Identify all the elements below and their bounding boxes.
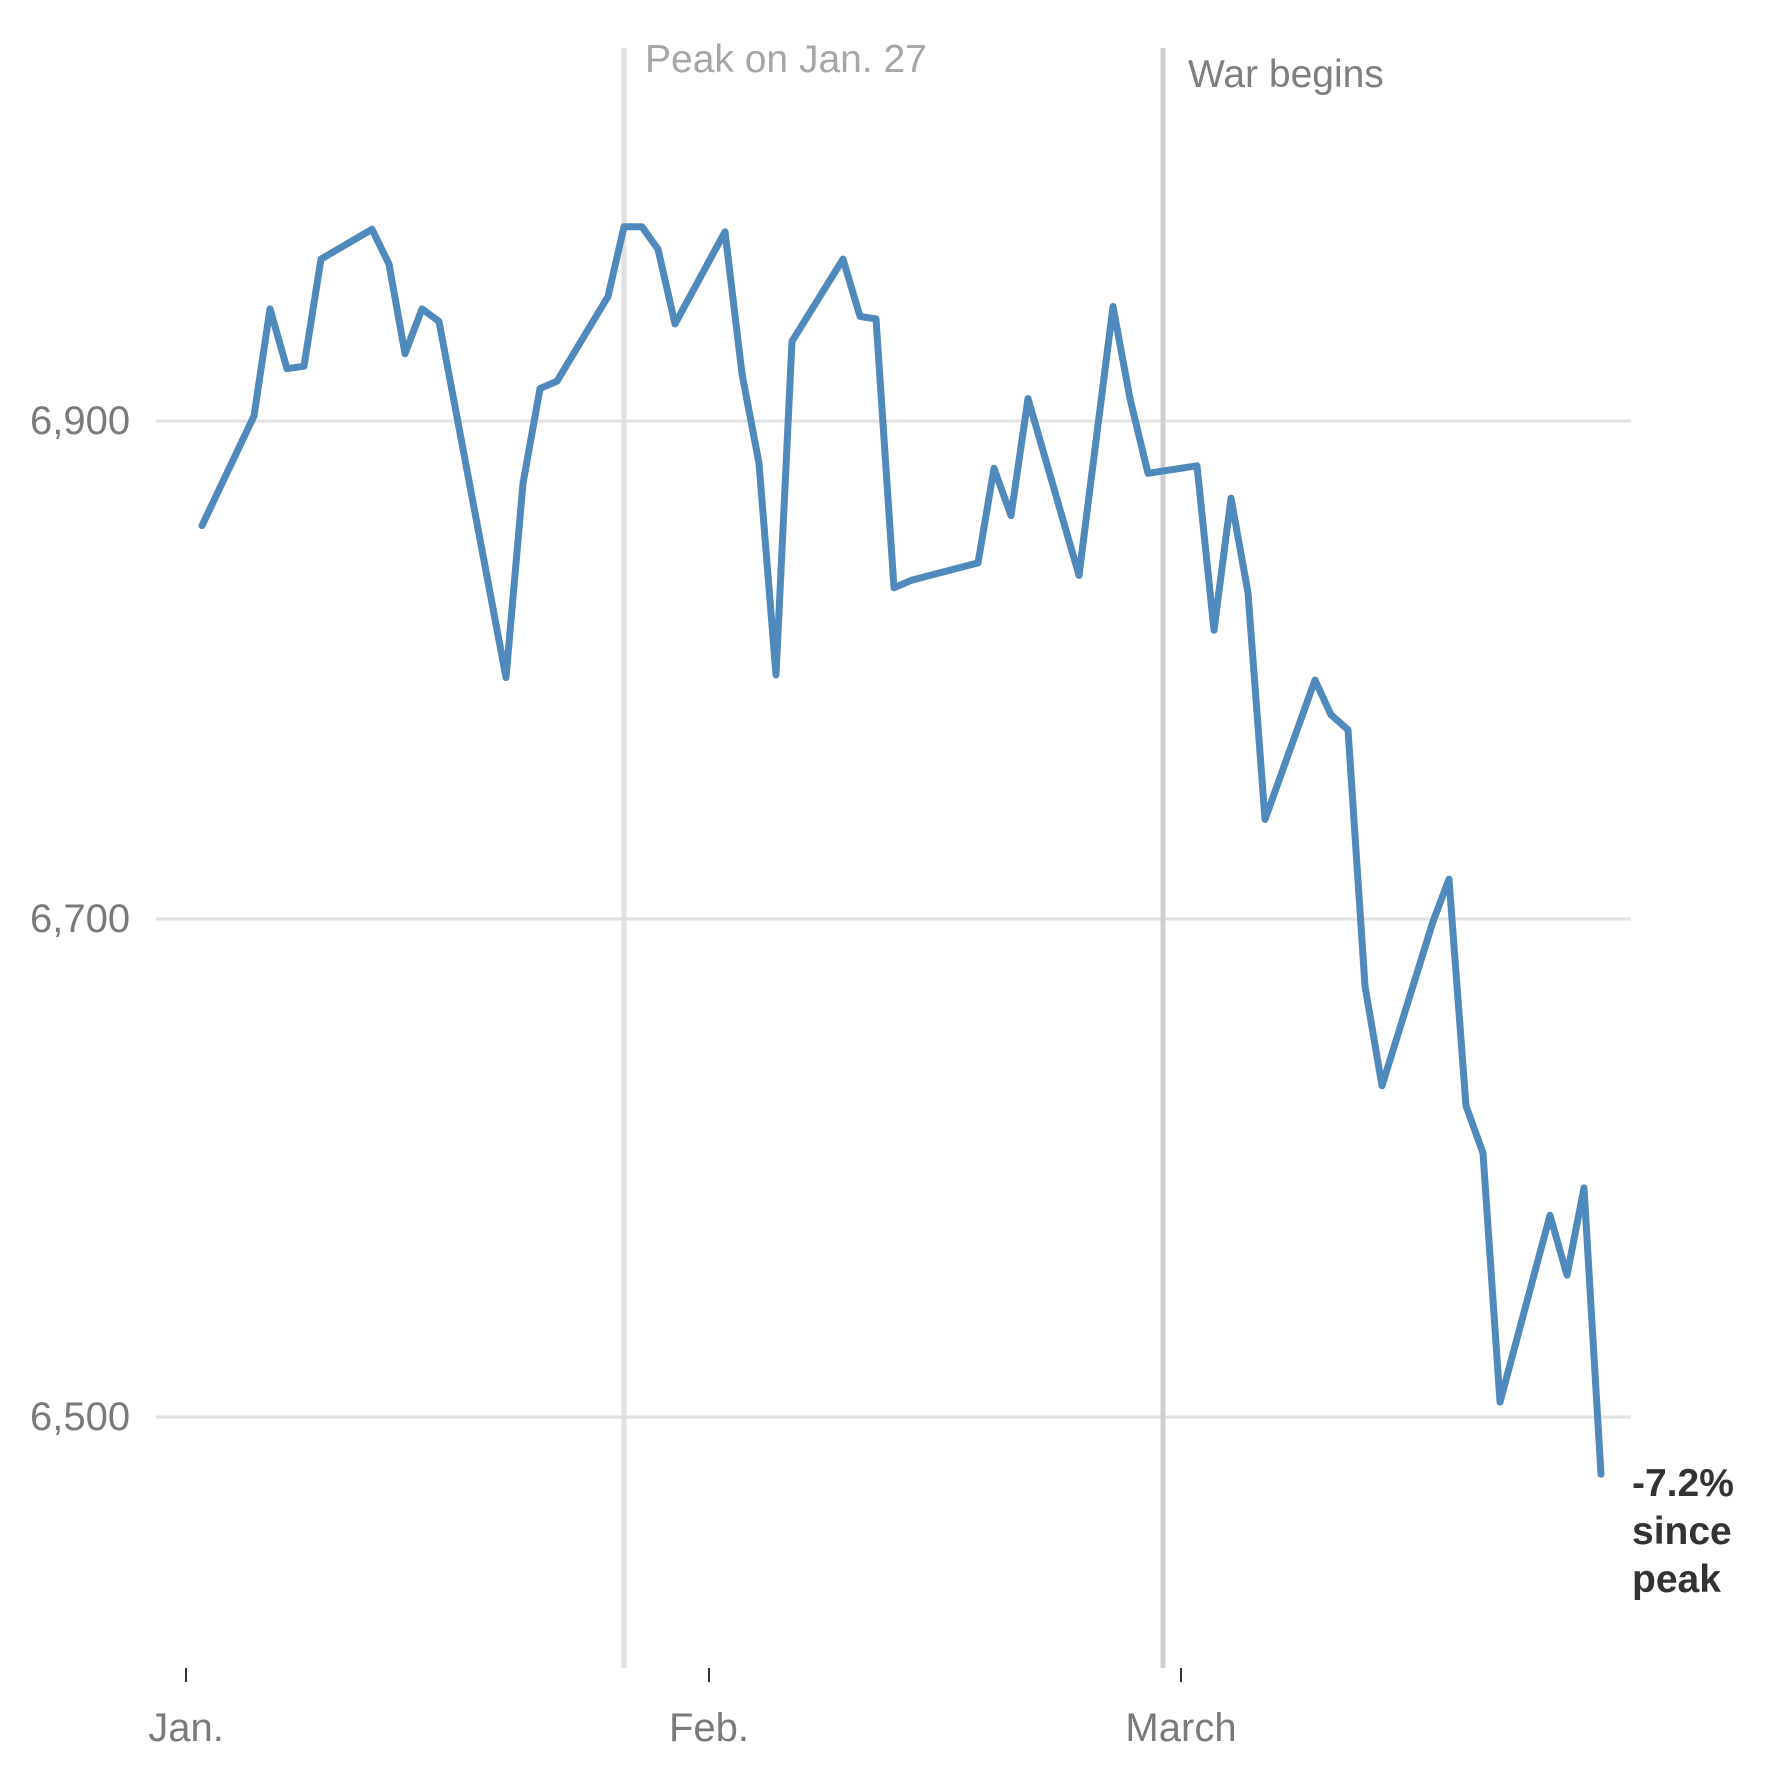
peak-annotation: Peak on Jan. 27: [645, 38, 927, 81]
end-label-peak: peak: [1632, 1558, 1721, 1601]
war-annotation: War begins: [1188, 53, 1384, 96]
x-label-jan: Jan.: [148, 1706, 224, 1750]
y-label-6700: 6,700: [30, 897, 131, 941]
end-label-pct: -7.2%: [1632, 1462, 1734, 1505]
y-label-6500: 6,500: [30, 1395, 131, 1439]
index-series-line: [198, 223, 1605, 1478]
x-label-march: March: [1125, 1706, 1237, 1750]
end-label-since: since: [1632, 1510, 1732, 1553]
end-value-label: -7.2% since peak: [1632, 1460, 1734, 1604]
y-label-6900: 6,900: [30, 399, 131, 443]
x-ticks: [185, 1668, 1182, 1682]
gridlines: [156, 419, 1631, 1419]
x-label-feb: Feb.: [668, 1706, 750, 1750]
